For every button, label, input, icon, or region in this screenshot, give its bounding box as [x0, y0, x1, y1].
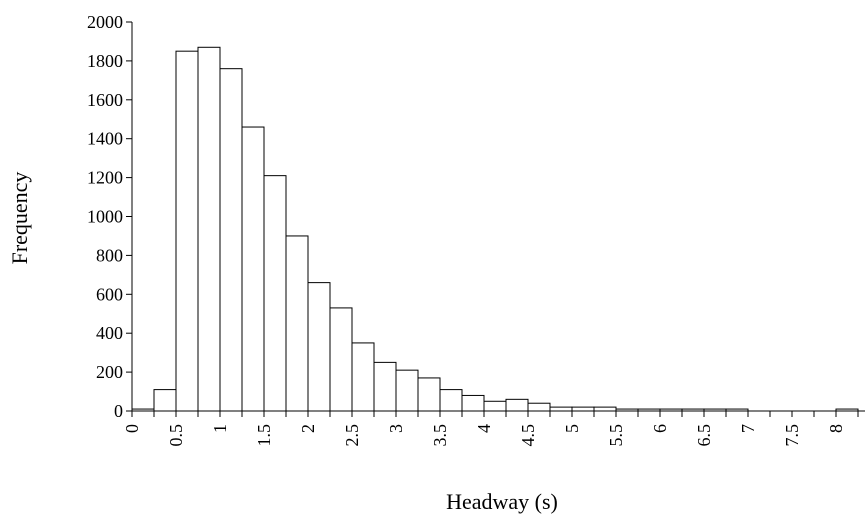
- y-tick-label: 2000: [87, 12, 123, 32]
- y-tick-label: 800: [96, 245, 123, 265]
- histogram-bar: [396, 370, 418, 411]
- y-tick-label: 0: [114, 401, 123, 421]
- histogram-bar: [176, 51, 198, 411]
- histogram-bar: [154, 390, 176, 411]
- x-tick-label: 3: [386, 424, 406, 433]
- histogram-bar: [594, 407, 616, 411]
- histogram-bar: [462, 395, 484, 411]
- x-tick-label: 7: [738, 424, 758, 433]
- y-axis-ticks: 0 200 400 600 800 1000 1200 1400 1600 1800 2000: [87, 12, 132, 421]
- x-tick-label: 4.5: [518, 424, 538, 447]
- x-tick-label: 8: [826, 424, 846, 433]
- x-tick-label: 2.5: [342, 424, 362, 447]
- histogram-bar: [198, 47, 220, 411]
- y-tick-label: 1600: [87, 90, 123, 110]
- y-tick-label: 600: [96, 284, 123, 304]
- x-tick-label: 1.5: [254, 424, 274, 447]
- histogram-bar: [440, 390, 462, 411]
- y-tick-label: 400: [96, 323, 123, 343]
- y-axis-title: Frequency: [7, 172, 32, 265]
- y-tick-label: 1200: [87, 168, 123, 188]
- x-axis-title: Headway (s): [446, 489, 558, 514]
- histogram-bar: [528, 403, 550, 411]
- x-tick-label: 5: [562, 424, 582, 433]
- histogram-bar: [506, 399, 528, 411]
- histogram-bar: [374, 362, 396, 411]
- histogram-bar: [242, 127, 264, 411]
- y-tick-label: 1800: [87, 51, 123, 71]
- x-tick-label: 7.5: [782, 424, 802, 447]
- x-tick-label: 1: [210, 424, 230, 433]
- histogram-bar: [330, 308, 352, 411]
- bars-group: [132, 47, 858, 411]
- y-tick-label: 200: [96, 362, 123, 382]
- x-axis-ticks: 0 0.5 1 1.5 2 2.5 3 3.5 4 4.5 5 5.5 6 6.5 7 7.5 8: [122, 411, 858, 447]
- x-tick-label: 5.5: [606, 424, 626, 447]
- histogram-bar: [484, 401, 506, 411]
- y-tick-label: 1400: [87, 129, 123, 149]
- x-tick-label: 2: [298, 424, 318, 433]
- histogram-bar: [286, 236, 308, 411]
- histogram-bar: [220, 69, 242, 411]
- x-tick-label: 4: [474, 424, 494, 433]
- x-tick-label: 3.5: [430, 424, 450, 447]
- x-tick-label: 6: [650, 424, 670, 433]
- x-tick-label: 0.5: [166, 424, 186, 447]
- histogram-bar: [264, 176, 286, 411]
- histogram-bar: [352, 343, 374, 411]
- histogram-bar: [308, 283, 330, 411]
- x-tick-label: 0: [122, 424, 142, 433]
- histogram-bar: [550, 407, 572, 411]
- y-tick-label: 1000: [87, 207, 123, 227]
- x-tick-label: 6.5: [694, 424, 714, 447]
- histogram-bar: [418, 378, 440, 411]
- histogram-bar: [572, 407, 594, 411]
